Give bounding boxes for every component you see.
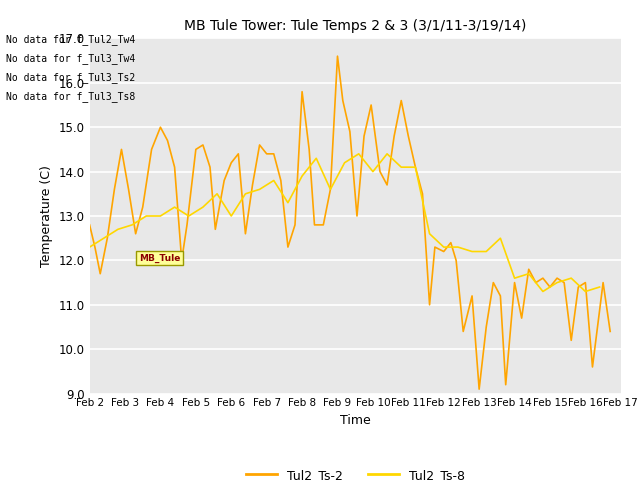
Tul2_Ts-8 xyxy=(157,213,164,219)
Text: No data for f_Tul3_Tw4: No data for f_Tul3_Tw4 xyxy=(6,53,136,64)
Text: No data for f_Tul3_Ts8: No data for f_Tul3_Ts8 xyxy=(6,91,136,102)
Tul2_Ts-8 xyxy=(369,168,377,174)
Tul2_Ts-8 xyxy=(412,164,419,170)
Tul2_Ts-8 xyxy=(227,213,235,219)
Tul2_Ts-8 xyxy=(553,280,561,286)
Tul2_Ts-8 xyxy=(298,173,306,179)
Tul2_Ts-8 xyxy=(326,187,334,192)
Tul2_Ts-2 xyxy=(199,142,207,148)
Tul2_Ts-8 xyxy=(483,249,490,254)
Tul2_Ts-8 xyxy=(596,284,604,290)
Line: Tul2_Ts-2: Tul2_Ts-2 xyxy=(90,56,610,389)
Title: MB Tule Tower: Tule Temps 2 & 3 (3/1/11-3/19/14): MB Tule Tower: Tule Temps 2 & 3 (3/1/11-… xyxy=(184,19,526,33)
Tul2_Ts-8 xyxy=(241,191,249,197)
Tul2_Ts-2 xyxy=(256,142,264,148)
Text: No data for f_Tul3_Ts2: No data for f_Tul3_Ts2 xyxy=(6,72,136,83)
Y-axis label: Temperature (C): Temperature (C) xyxy=(40,165,53,267)
Tul2_Ts-2 xyxy=(376,168,384,174)
Tul2_Ts-2 xyxy=(476,386,483,392)
Tul2_Ts-8 xyxy=(454,244,461,250)
Tul2_Ts-2 xyxy=(606,328,614,334)
Tul2_Ts-8 xyxy=(468,249,476,254)
Tul2_Ts-8 xyxy=(284,200,292,205)
Tul2_Ts-2 xyxy=(568,337,575,343)
Legend: Tul2_Ts-2, Tul2_Ts-8: Tul2_Ts-2, Tul2_Ts-8 xyxy=(241,464,470,480)
Tul2_Ts-8 xyxy=(582,288,589,294)
Tul2_Ts-8 xyxy=(511,275,518,281)
Text: MB_Tule: MB_Tule xyxy=(139,253,180,263)
Tul2_Ts-2 xyxy=(86,222,93,228)
Tul2_Ts-8 xyxy=(114,227,122,232)
Tul2_Ts-8 xyxy=(199,204,207,210)
Tul2_Ts-8 xyxy=(312,156,320,161)
Text: No data for f_Tul2_Tw4: No data for f_Tul2_Tw4 xyxy=(6,34,136,45)
Tul2_Ts-8 xyxy=(256,187,264,192)
Tul2_Ts-8 xyxy=(568,275,575,281)
Tul2_Ts-8 xyxy=(100,235,108,241)
Tul2_Ts-8 xyxy=(143,213,150,219)
Tul2_Ts-2 xyxy=(383,182,391,188)
Tul2_Ts-8 xyxy=(270,178,278,183)
Tul2_Ts-8 xyxy=(539,288,547,294)
Tul2_Ts-2 xyxy=(192,146,200,152)
Line: Tul2_Ts-8: Tul2_Ts-8 xyxy=(90,154,600,291)
Tul2_Ts-8 xyxy=(128,222,136,228)
Tul2_Ts-8 xyxy=(383,151,391,156)
Tul2_Ts-8 xyxy=(497,235,504,241)
Tul2_Ts-8 xyxy=(426,231,433,237)
Tul2_Ts-8 xyxy=(397,164,405,170)
Tul2_Ts-8 xyxy=(525,271,532,276)
Tul2_Ts-8 xyxy=(86,244,93,250)
Tul2_Ts-8 xyxy=(355,151,363,156)
Tul2_Ts-8 xyxy=(171,204,179,210)
Tul2_Ts-2 xyxy=(333,53,341,59)
Tul2_Ts-8 xyxy=(340,160,348,166)
X-axis label: Time: Time xyxy=(340,414,371,427)
Tul2_Ts-8 xyxy=(440,244,447,250)
Tul2_Ts-8 xyxy=(185,213,193,219)
Tul2_Ts-8 xyxy=(213,191,221,197)
